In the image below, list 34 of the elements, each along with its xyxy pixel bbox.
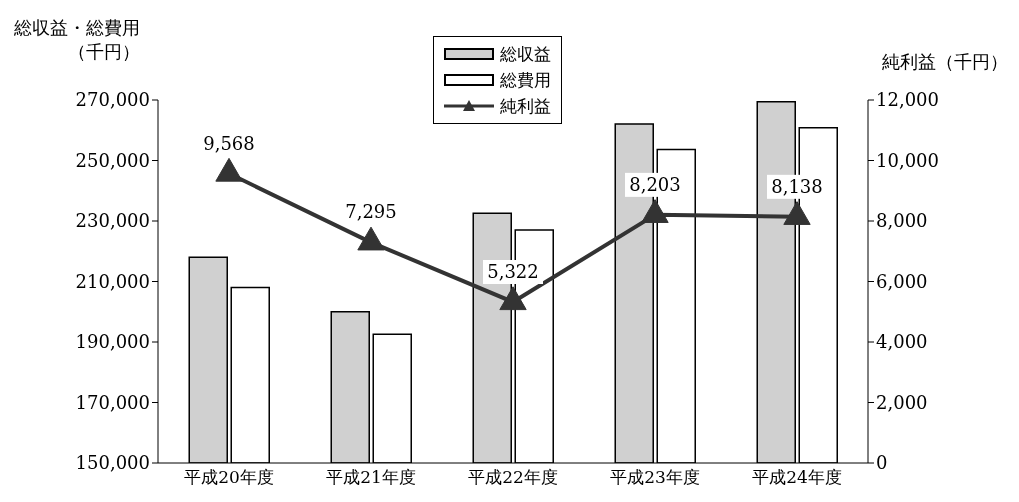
point xyxy=(783,201,811,225)
x-tick-label: 平成22年度 xyxy=(468,467,558,488)
x-tick-label: 平成21年度 xyxy=(326,467,416,488)
y-tick-label: 150,000 xyxy=(75,452,150,474)
y2-tick-label: 12,000 xyxy=(876,89,939,111)
legend-label: 総収益 xyxy=(500,43,551,66)
y2-tick-label: 4,000 xyxy=(876,331,928,353)
x-tick-label: 平成23年度 xyxy=(610,467,700,488)
point xyxy=(215,157,243,182)
point xyxy=(499,286,527,311)
data-label: 5,322 xyxy=(487,261,539,283)
legend-label: 純利益 xyxy=(500,95,551,118)
data-label: 8,203 xyxy=(629,173,681,195)
y-axis-title: 総収益・総費用（千円） xyxy=(13,16,140,64)
x-tick-label: 平成20年度 xyxy=(184,467,274,488)
y2-tick-label: 6,000 xyxy=(876,270,928,292)
data-label: 7,295 xyxy=(345,201,397,223)
y2-tick-label: 2,000 xyxy=(876,391,928,413)
y2-tick-label: 0 xyxy=(876,452,888,474)
y-tick-label: 230,000 xyxy=(75,210,150,232)
x-tick-label: 平成24年度 xyxy=(752,467,842,488)
y2-axis-title: 純利益（千円） xyxy=(882,50,1008,74)
y-tick-label: 190,000 xyxy=(75,331,150,353)
legend-label: 総費用 xyxy=(500,69,551,92)
y-tick-label: 270,000 xyxy=(75,89,150,111)
y2-tick-label: 8,000 xyxy=(876,210,928,232)
y-tick-label: 170,000 xyxy=(75,391,150,413)
point xyxy=(357,226,385,251)
y-tick-label: 210,000 xyxy=(75,270,150,292)
data-label: 9,568 xyxy=(203,132,255,154)
data-label: 8,138 xyxy=(771,175,823,197)
point xyxy=(641,199,669,223)
y-tick-label: 250,000 xyxy=(75,149,150,171)
y2-tick-label: 10,000 xyxy=(876,149,939,171)
